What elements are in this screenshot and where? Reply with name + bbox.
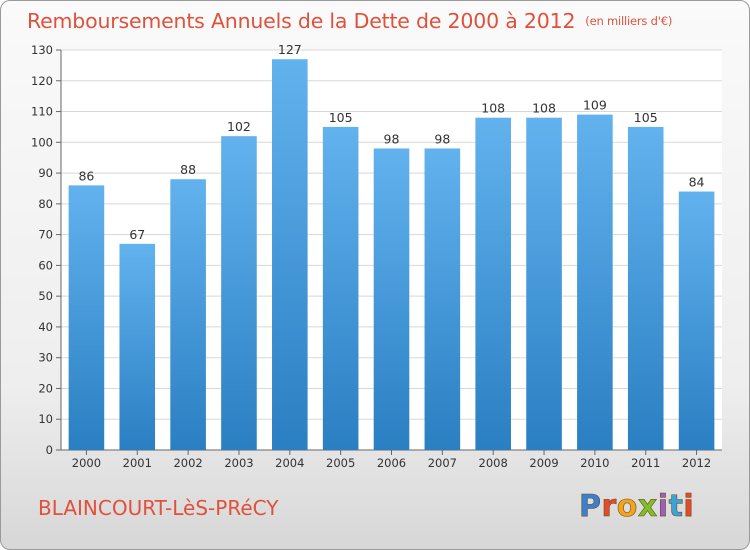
bar-value-label: 105: [329, 110, 353, 125]
y-tick-label: 130: [31, 43, 53, 57]
x-tick-label: 2006: [377, 456, 406, 470]
bar: [475, 117, 511, 450]
logo-letter: i: [683, 489, 695, 525]
bar: [68, 185, 105, 450]
bar-value-label: 67: [129, 227, 145, 242]
bar: [221, 136, 257, 450]
x-tick-label: 2005: [326, 456, 355, 470]
bar: [577, 114, 613, 450]
x-tick-label: 2012: [682, 456, 711, 470]
y-tick-label: 40: [38, 320, 53, 334]
logo-letter: x: [637, 489, 658, 525]
x-tick-label: 2004: [275, 456, 304, 470]
y-tick-label: 80: [38, 197, 53, 211]
proxiti-logo: Proxiti: [579, 489, 695, 525]
y-tick-label: 50: [38, 289, 53, 303]
y-tick-label: 120: [31, 74, 53, 88]
bar-value-label: 127: [278, 42, 302, 57]
bar-value-label: 86: [78, 168, 94, 183]
city-name: BLAINCOURT-LèS-PRéCY: [38, 496, 279, 520]
logo-letter: t: [668, 489, 684, 525]
y-tick-label: 70: [38, 228, 53, 242]
bars: [68, 59, 715, 451]
y-tick-label: 10: [38, 412, 53, 426]
unit-note: (en milliers d'€): [585, 14, 673, 28]
bar: [627, 126, 664, 450]
logo-letter: o: [616, 489, 638, 525]
bar: [170, 179, 206, 450]
y-tick-label: 0: [46, 443, 53, 457]
y-tick-label: 100: [31, 135, 53, 149]
logo-letter: P: [579, 489, 602, 525]
bar: [373, 148, 410, 450]
x-tick-label: 2007: [428, 456, 457, 470]
logo-letter: r: [601, 489, 617, 525]
x-tick-label: 2009: [529, 456, 558, 470]
y-tick-label: 20: [38, 381, 53, 395]
x-tick-label: 2000: [72, 456, 101, 470]
bar: [272, 59, 308, 450]
bar-value-label: 98: [434, 131, 450, 146]
bar: [119, 243, 156, 450]
bar-value-label: 84: [689, 175, 705, 190]
bar: [322, 126, 359, 450]
bar-value-label: 88: [180, 162, 196, 177]
y-tick-label: 90: [38, 166, 53, 180]
chart-title-text: Remboursements Annuels de la Dette de 20…: [27, 9, 576, 33]
x-tick-label: 2001: [123, 456, 152, 470]
bar-value-label: 102: [227, 119, 251, 134]
x-tick-label: 2003: [224, 456, 253, 470]
x-tick-label: 2010: [580, 456, 609, 470]
bar: [526, 117, 562, 450]
x-tick-label: 2008: [479, 456, 508, 470]
bar-value-label: 98: [384, 131, 400, 146]
y-tick-label: 110: [31, 105, 53, 119]
y-tick-label: 30: [38, 351, 53, 365]
bar: [424, 148, 461, 450]
bar-value-label: 109: [583, 98, 607, 113]
y-tick-label: 60: [38, 258, 53, 272]
logo-letter: i: [657, 489, 669, 525]
bar: [678, 191, 715, 451]
labels: 0 10 20 30 40 50 60 70 80 90 100 110 120 130 86 2000 67 2…: [31, 42, 711, 470]
bar-value-label: 105: [634, 110, 658, 125]
chart-title: Remboursements Annuels de la Dette de 20…: [27, 9, 672, 33]
x-tick-label: 2011: [631, 456, 660, 470]
bar-value-label: 108: [481, 101, 505, 116]
x-tick-label: 2002: [173, 456, 202, 470]
bar-value-label: 108: [532, 101, 556, 116]
